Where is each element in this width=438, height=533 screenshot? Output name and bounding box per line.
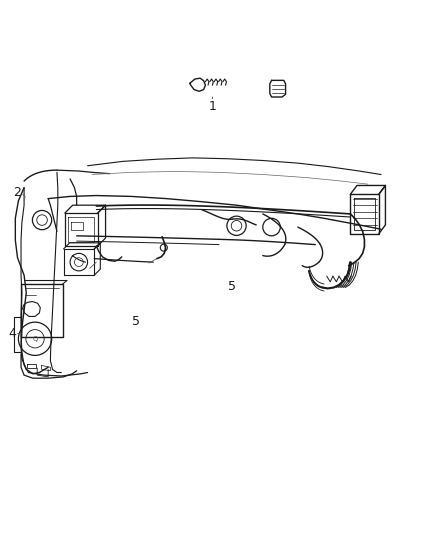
Text: 2: 2	[13, 187, 21, 199]
Text: Q: Q	[32, 336, 38, 342]
Circle shape	[160, 244, 167, 251]
Text: 5: 5	[132, 315, 140, 328]
Text: 5: 5	[228, 280, 236, 293]
Text: 4: 4	[8, 327, 16, 340]
Text: 1: 1	[208, 100, 216, 113]
